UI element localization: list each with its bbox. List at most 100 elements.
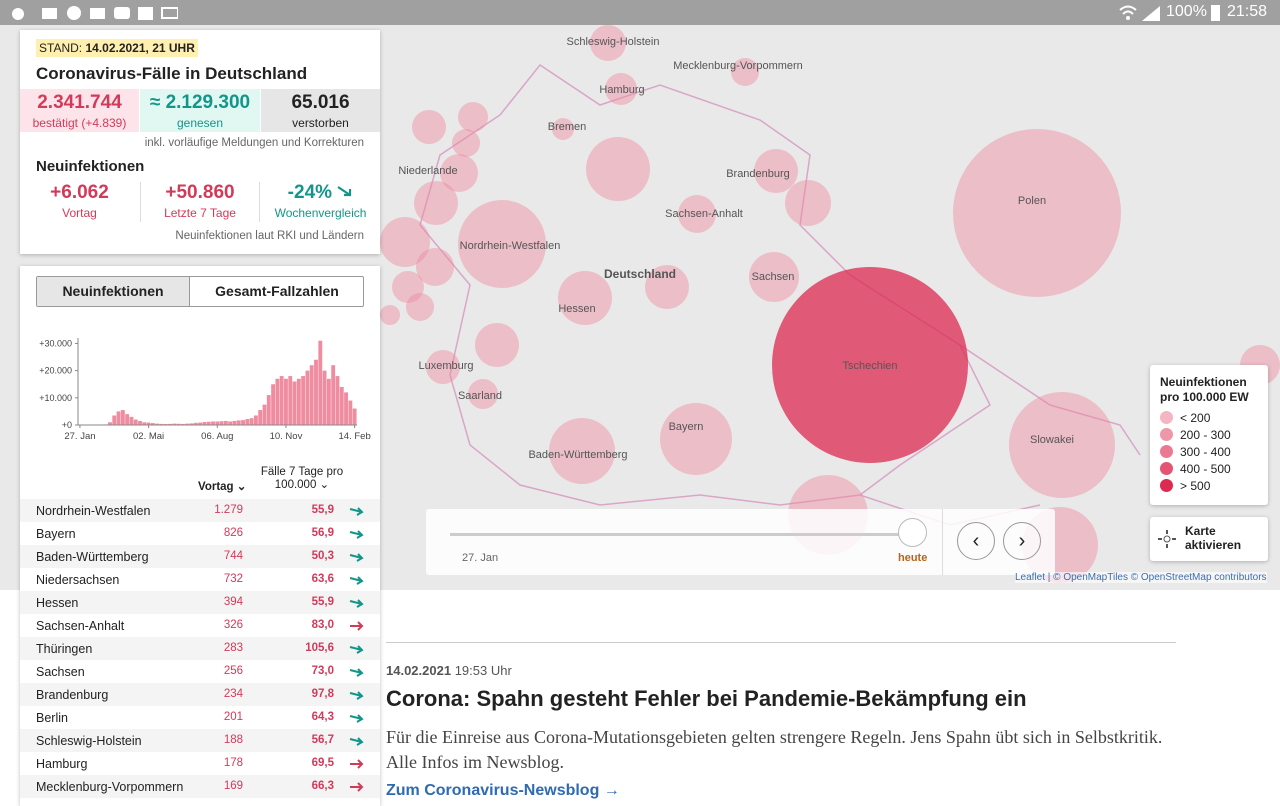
article-link[interactable]: Zum Coronavirus-Newsblog → <box>386 782 620 800</box>
kpi-value: +50.860 <box>141 182 259 204</box>
time-slider[interactable]: 27. Jan heute ‹ › <box>426 509 1055 575</box>
bar <box>297 379 301 425</box>
x-tick-label: 10. Nov <box>270 431 303 442</box>
arrow-path <box>350 622 362 630</box>
divider <box>942 509 943 575</box>
incidence: 83,0 <box>312 619 334 631</box>
trend-icon <box>337 184 353 198</box>
bar <box>250 418 254 425</box>
legend-title: Neuinfektionen pro 100.000 EW <box>1160 375 1258 405</box>
incidence: 50,3 <box>312 550 334 562</box>
bar <box>130 417 134 425</box>
map-label: Hessen <box>558 303 595 315</box>
trend-arrow <box>349 620 365 632</box>
kpi-value: 2.341.744 <box>20 92 139 114</box>
state-name: Hamburg <box>36 757 87 771</box>
kpi-value: 65.016 <box>261 92 380 114</box>
trend-arrow <box>349 505 365 517</box>
vortag: 826 <box>224 527 243 539</box>
x-tick-label: 14. Feb <box>339 431 371 442</box>
legend-label: 400 - 500 <box>1180 462 1231 476</box>
kpi-last7: +50.860 Letzte 7 Tage <box>140 182 260 222</box>
map-label: Luxemburg <box>418 360 473 372</box>
map-label: Sachsen <box>752 271 795 283</box>
bar <box>314 360 318 425</box>
slider-handle[interactable] <box>898 518 927 547</box>
state-name: Schleswig-Holstein <box>36 734 142 748</box>
bar <box>327 379 331 425</box>
trend-arrow <box>349 689 365 701</box>
slider-track <box>450 533 912 536</box>
map-label: Saarland <box>458 390 502 402</box>
bar <box>215 421 219 425</box>
bar <box>336 376 340 425</box>
arrow-path <box>350 783 362 791</box>
trend-arrow <box>349 574 365 586</box>
vortag: 256 <box>224 665 243 677</box>
stand-date: 14.02.2021, 21 UHR <box>85 41 194 55</box>
move-icon <box>1157 529 1177 549</box>
bar <box>275 379 279 425</box>
bar <box>263 405 267 425</box>
bar <box>254 415 258 425</box>
map-label: Baden-Württemberg <box>528 449 627 461</box>
kpi-value: -24% <box>261 182 380 204</box>
incidence: 63,6 <box>312 573 334 585</box>
legend-swatch <box>1160 462 1173 475</box>
bar <box>233 421 237 425</box>
prev-button[interactable]: ‹ <box>957 522 995 560</box>
vortag: 169 <box>224 780 243 792</box>
vortag: 394 <box>224 596 243 608</box>
map-label: Niederlande <box>398 165 457 177</box>
bar <box>258 410 262 425</box>
bar <box>245 419 249 425</box>
bar <box>331 365 335 425</box>
legend-label: 300 - 400 <box>1180 445 1231 459</box>
bar <box>228 421 232 425</box>
kpi-value: ≈ 2.129.300 <box>140 92 260 114</box>
slider-start: 27. Jan <box>462 552 498 564</box>
clock: 21:58 <box>1227 3 1267 21</box>
arrow-path <box>350 531 362 538</box>
vortag: 732 <box>224 573 243 585</box>
y-tick-label: +0 <box>62 420 72 430</box>
activate-button[interactable]: Karte aktivieren <box>1150 517 1268 561</box>
attribution: Leaflet | © OpenMapTiles © OpenStreetMap… <box>1015 572 1267 583</box>
kpi-label: verstorben <box>292 116 349 130</box>
state-name: Berlin <box>36 711 68 725</box>
legend-label: 200 - 300 <box>1180 428 1231 442</box>
kpi-value: +6.062 <box>20 182 139 204</box>
slider-end: heute <box>898 552 927 564</box>
kpi-label: Vortag <box>62 206 97 220</box>
trend-arrow <box>349 551 365 563</box>
next-button[interactable]: › <box>1003 522 1041 560</box>
arrow-path <box>350 715 362 722</box>
vortag: 178 <box>224 757 243 769</box>
tab-active[interactable]: Neuinfektionen <box>37 277 190 306</box>
bar <box>280 376 284 425</box>
map-label: Schleswig-Holstein <box>567 36 660 48</box>
stand-label: STAND: <box>39 41 82 55</box>
vortag: 744 <box>224 550 243 562</box>
week-value: -24% <box>288 182 332 203</box>
footnote: Neuinfektionen laut RKI und Ländern <box>175 230 364 242</box>
y-tick-label: +30.000 <box>39 338 72 348</box>
incidence: 55,9 <box>312 596 334 608</box>
map-label: Nordrhein-Westfalen <box>460 240 561 252</box>
legend-swatch <box>1160 411 1173 424</box>
tab[interactable]: Gesamt-Fallzahlen <box>191 277 363 306</box>
state-name: Mecklenburg-Vorpommern <box>36 780 183 794</box>
bar <box>211 421 215 425</box>
col-vortag: Vortag ⌄ <box>198 479 246 493</box>
article-headline[interactable]: Corona: Spahn gesteht Fehler bei Pandemi… <box>386 686 1027 712</box>
bar <box>348 401 352 425</box>
kpi-label: Letzte 7 Tage <box>164 206 236 220</box>
bar <box>284 379 288 425</box>
